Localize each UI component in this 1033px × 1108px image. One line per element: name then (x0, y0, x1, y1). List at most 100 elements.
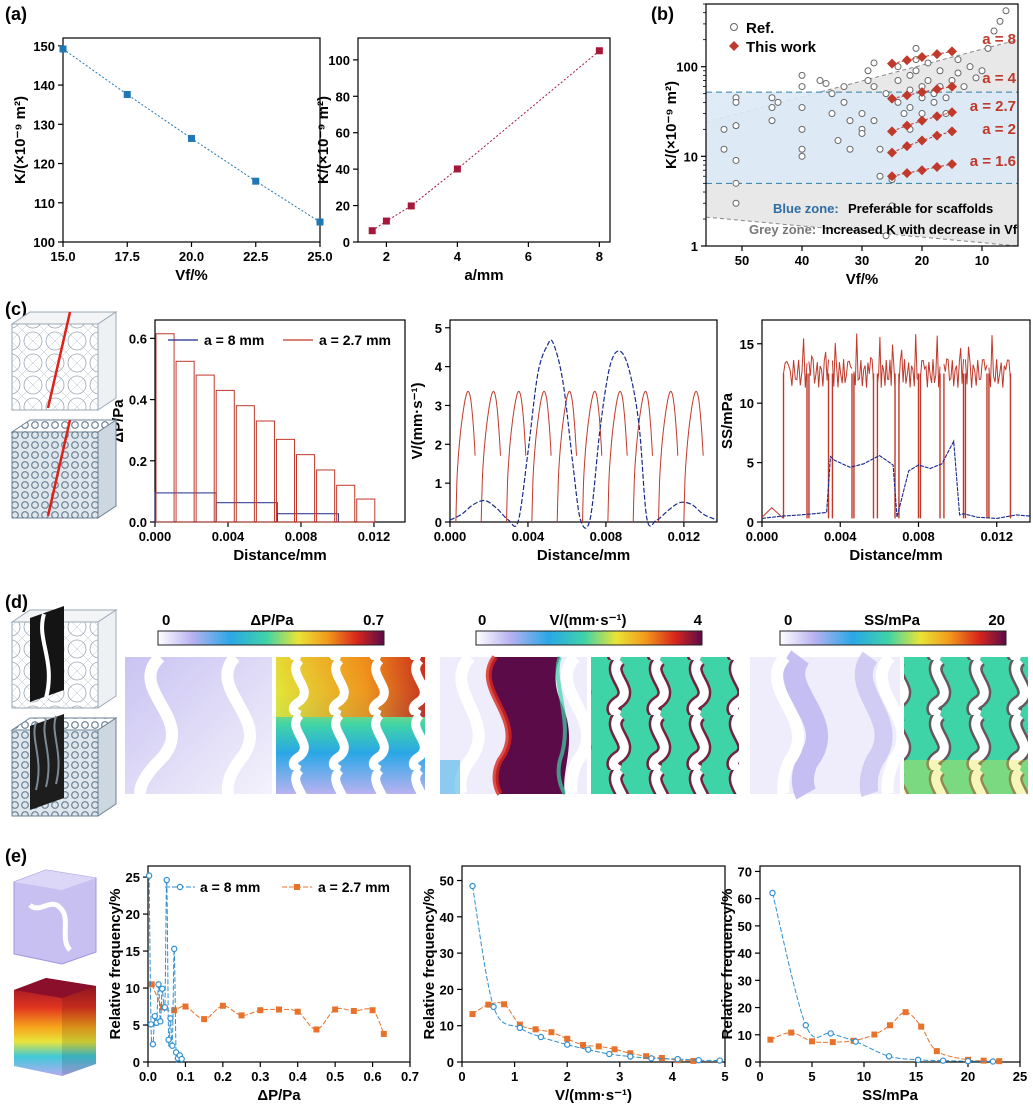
data-point (294, 1008, 301, 1015)
legend-marker-this-work (729, 41, 739, 51)
ref-point (870, 117, 878, 125)
x-tick-label: 0.3 (251, 1069, 269, 1084)
data-point (171, 1007, 178, 1014)
x-tick-label: 20 (915, 253, 929, 268)
x-tick-label: 0.000 (434, 529, 467, 544)
legend-marker-ref (730, 23, 738, 31)
grey-zone-label: Grey zone: (749, 222, 816, 237)
x-tick-label: 20 (961, 1069, 975, 1084)
data-point (316, 218, 324, 226)
ref-point (840, 83, 848, 91)
colorbar-min: 0 (784, 612, 792, 629)
panel-label-c: (c) (5, 299, 27, 319)
data-point (469, 1011, 476, 1018)
ref-point (798, 145, 806, 153)
series-line (472, 1002, 694, 1062)
y-tick-label: 0 (747, 515, 754, 530)
ref-point (774, 98, 782, 106)
ref-point (894, 77, 902, 85)
bar (336, 484, 356, 523)
y-tick-label: 5 (747, 456, 754, 471)
x-tick-label: 0.004 (824, 529, 857, 544)
x-tick-label: 20.0 (179, 249, 204, 264)
data-point (947, 46, 957, 57)
ref-point (972, 74, 980, 82)
ref-point (906, 71, 914, 79)
data-point (947, 159, 957, 170)
ref-point (954, 56, 962, 64)
x-tick-label: 4 (669, 1069, 677, 1084)
y-axis-label: K/(×10⁻⁹ m²) (663, 81, 680, 169)
y-tick-label: 20 (126, 907, 140, 922)
data-point (885, 1053, 893, 1060)
bar (316, 469, 336, 523)
series-line (771, 892, 994, 1062)
ref-point (924, 59, 932, 67)
series-arch (582, 390, 603, 523)
ref-point (906, 86, 914, 94)
legend-label: Ref. (746, 20, 774, 37)
data-point (947, 81, 957, 92)
y-tick-label: 25 (126, 870, 140, 885)
data-point (917, 135, 927, 146)
x-tick-label: 50 (735, 253, 749, 268)
ref-point (912, 67, 920, 75)
data-point (802, 1022, 809, 1029)
data-point (767, 1036, 774, 1043)
data-point (169, 1042, 176, 1049)
ref-point (864, 67, 872, 75)
contour-pressure-small-cell (276, 657, 425, 794)
data-point (516, 1021, 523, 1028)
series-arch (455, 390, 476, 523)
data-point (516, 1024, 524, 1032)
cell-cube-large (13, 869, 97, 965)
grey-zone-text: Increased K with decrease in Vf (822, 222, 1018, 237)
y-tick-label: 100 (328, 53, 350, 68)
data-point (829, 1039, 836, 1046)
data-point (595, 47, 603, 55)
y-tick-label: 0 (447, 1055, 454, 1070)
data-point (252, 177, 260, 185)
data-point (627, 1053, 634, 1060)
series-annotation: a = 1.6 (970, 153, 1016, 170)
ref-point (798, 71, 806, 79)
chart-k-vs-vf: 15.0 17.5 20.0 22.5 25.0 100 110 120 130 140 150 Vf… (12, 37, 333, 284)
data-point (148, 981, 155, 988)
ref-point (864, 77, 872, 85)
y-tick-label: 100 (33, 235, 55, 250)
data-point (382, 217, 390, 225)
x-axis-label: ΔP/Pa (257, 1087, 301, 1104)
ref-point (984, 44, 992, 52)
data-point (918, 1023, 925, 1030)
scaffold-cube-small-cell (10, 419, 118, 519)
blue-zone-text: Preferable for scaffolds (848, 201, 993, 216)
x-tick-label: 0.000 (139, 529, 172, 544)
ref-point (936, 67, 944, 75)
data-point (917, 115, 927, 126)
series-line (876, 336, 896, 388)
bar (255, 420, 275, 523)
data-point (648, 1055, 655, 1062)
data-point (163, 876, 170, 884)
bar (275, 438, 296, 523)
data-point (548, 1029, 555, 1036)
data-point (917, 87, 927, 98)
y-tick-label: 0 (435, 515, 442, 530)
colorbar-title: SS/mPa (864, 612, 921, 629)
series-line (853, 333, 874, 388)
series-line (920, 335, 941, 388)
y-tick-label: 10 (738, 1028, 752, 1043)
x-tick-label: 25 (1013, 1069, 1027, 1084)
data-point (182, 1003, 189, 1010)
data-point (170, 945, 178, 953)
x-axis-label: Vf/% (175, 267, 208, 284)
data-point (490, 1003, 497, 1011)
x-tick-label: 0.5 (326, 1069, 344, 1084)
data-point (871, 1031, 878, 1038)
data-point (188, 134, 195, 142)
y-tick-label: 110 (34, 196, 55, 211)
y-tick-label: 130 (33, 117, 55, 132)
data-point (914, 1056, 922, 1064)
data-point (887, 1022, 893, 1029)
